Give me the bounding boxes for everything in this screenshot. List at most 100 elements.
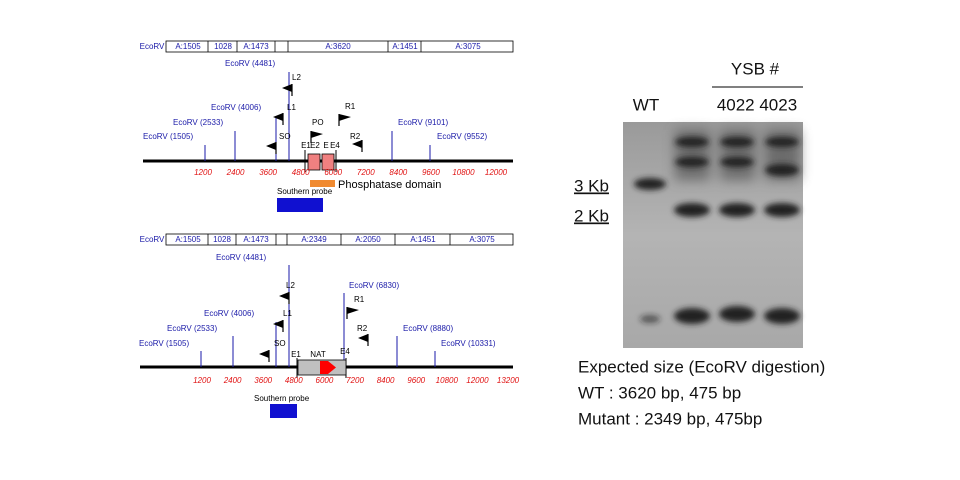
primer-flag <box>352 140 362 148</box>
lane-label: WT <box>633 95 659 114</box>
gel-header: YSB # <box>731 59 780 78</box>
site-label: EcoRV (1505) <box>143 132 193 141</box>
exon-label: E <box>323 141 328 150</box>
primer-label: SO <box>279 132 291 141</box>
fragment-label: A:3075 <box>455 42 481 51</box>
axis-label: 13200 <box>497 376 520 385</box>
gel-image <box>623 122 803 348</box>
fragment-bar <box>165 233 514 246</box>
note: WT : 3620 bp, 475 bp <box>578 383 741 402</box>
size-marker: 2 Kb <box>574 206 609 225</box>
primer-label: R1 <box>354 295 365 304</box>
axis-label: 10800 <box>436 376 459 385</box>
axis-label: 3600 <box>254 376 272 385</box>
probe-label: Southern probe <box>277 187 333 196</box>
primer-label: L2 <box>292 73 301 82</box>
primer-flag <box>358 334 368 342</box>
nat-arrow <box>320 361 336 374</box>
primer-label: L1 <box>283 309 292 318</box>
axis-label: 12000 <box>485 168 508 177</box>
axis-label: 9600 <box>422 168 440 177</box>
probe-bar <box>277 198 323 212</box>
primer-flag <box>279 292 289 300</box>
fragment-label: A:1473 <box>243 42 269 51</box>
fragment-label: A:1473 <box>243 235 269 244</box>
axis-label: 7200 <box>357 168 375 177</box>
probe-bar <box>270 404 297 418</box>
exon-label: E1 <box>301 141 311 150</box>
primer-label: PO <box>312 118 324 127</box>
primer-label: SO <box>274 339 286 348</box>
site-label: EcoRV (9552) <box>437 132 487 141</box>
fragment-label: A:1451 <box>392 42 418 51</box>
primer-label: L1 <box>287 103 296 112</box>
fragment-label: A:1505 <box>175 42 201 51</box>
primer-label: R1 <box>345 102 356 111</box>
site-label: EcoRV (6830) <box>349 281 399 290</box>
primer-flag <box>273 320 283 328</box>
axis-label: 6000 <box>324 168 342 177</box>
primer-label: L2 <box>286 281 295 290</box>
axis-label: 8400 <box>389 168 407 177</box>
site-label: EcoRV (4481) <box>216 253 266 262</box>
fragment-label: A:3075 <box>469 235 495 244</box>
axis-label: 6000 <box>316 376 334 385</box>
exon-label: E2 <box>310 141 320 150</box>
axis-label: 3600 <box>259 168 277 177</box>
primer-flag <box>339 114 351 121</box>
exon-label: E1 <box>291 350 301 359</box>
exon-label: NAT <box>310 350 326 359</box>
site-label: EcoRV (4006) <box>204 309 254 318</box>
axis-label: 9600 <box>407 376 425 385</box>
primer-flag <box>347 307 359 314</box>
lane-label: 4022 4023 <box>717 95 797 114</box>
domain-label: Phosphatase domain <box>338 179 441 191</box>
axis-label: 10800 <box>452 168 475 177</box>
axis-label: 2400 <box>226 168 245 177</box>
axis-label: 1200 <box>193 376 211 385</box>
note: Mutant : 2349 bp, 475bp <box>578 409 762 428</box>
primer-flag <box>259 350 269 358</box>
site-label: EcoRV (4006) <box>211 103 261 112</box>
site-label: EcoRV (10331) <box>441 339 496 348</box>
primer-flag <box>282 84 292 92</box>
exon-label: E4 <box>340 347 350 356</box>
axis-label: 2400 <box>223 376 242 385</box>
fragment-label: 1028 <box>214 42 232 51</box>
size-marker: 3 Kb <box>574 176 609 195</box>
primer-label: R2 <box>350 132 361 141</box>
axis-label: 7200 <box>346 376 364 385</box>
exon-label: E4 <box>330 141 340 150</box>
site-label: EcoRV (9101) <box>398 118 448 127</box>
primer-label: R2 <box>357 324 368 333</box>
primer-flag <box>311 131 323 138</box>
fragment-label: EcoRV <box>140 235 165 244</box>
fragment-label: EcoRV <box>140 42 165 51</box>
domain-bar <box>310 180 335 187</box>
maps: EcoRV A:1505 1028 A:1473 A:3620 A:1451 A:3075 E… <box>139 40 520 418</box>
primer-flag <box>266 142 276 150</box>
note: Expected size (EcoRV digestion) <box>578 357 825 376</box>
probe-label: Southern probe <box>254 394 310 403</box>
site-label: EcoRV (2533) <box>173 118 223 127</box>
site-label: EcoRV (2533) <box>167 324 217 333</box>
exon <box>307 153 321 171</box>
axis-label: 1200 <box>194 168 212 177</box>
fragment-label: A:1451 <box>410 235 436 244</box>
fragment-label: 1028 <box>213 235 231 244</box>
site-label: EcoRV (1505) <box>139 339 189 348</box>
axis-label: 12000 <box>466 376 489 385</box>
fragment-label: A:2349 <box>301 235 327 244</box>
axis-label: 4800 <box>292 168 310 177</box>
site-label: EcoRV (8880) <box>403 324 453 333</box>
exon <box>321 153 335 171</box>
primer-flag <box>273 113 283 121</box>
axis-label: 8400 <box>377 376 395 385</box>
fragment-label: A:3620 <box>325 42 351 51</box>
axis-label: 4800 <box>285 376 303 385</box>
site-label: EcoRV (4481) <box>225 59 275 68</box>
fragment-bar <box>165 40 514 53</box>
fragment-label: A:2050 <box>355 235 381 244</box>
fragment-label: A:1505 <box>175 235 201 244</box>
